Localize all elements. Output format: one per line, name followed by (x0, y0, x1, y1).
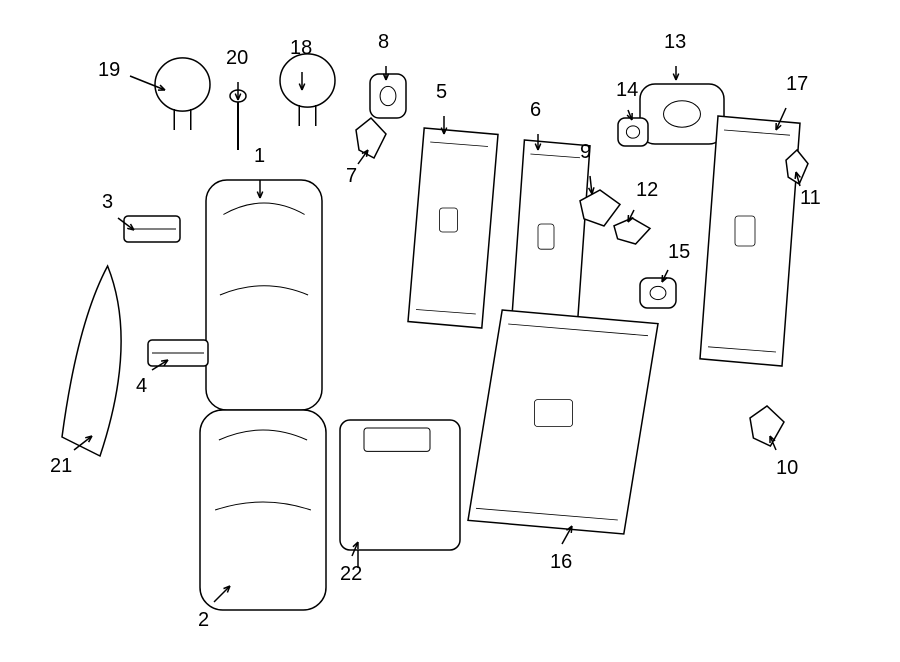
part-bezel-8 (370, 74, 406, 118)
part-seatback-cover-1 (206, 180, 322, 410)
callout-label-6: 6 (530, 99, 541, 121)
part-bolster-21 (62, 266, 121, 456)
callout-label-1: 1 (254, 145, 265, 167)
callout-label-5: 5 (436, 81, 447, 103)
part-cover-13 (640, 84, 724, 144)
callout-label-10: 10 (776, 457, 798, 479)
callout-label-21: 21 (50, 455, 72, 477)
callout-label-7: 7 (346, 165, 357, 187)
callout-label-8: 8 (378, 31, 389, 53)
callout-label-15: 15 (668, 241, 690, 263)
exploded-diagram: 19201887569131412171115134212221610 (0, 0, 900, 662)
part-headrest-outer-19 (155, 58, 210, 130)
callout-label-14: 14 (616, 79, 638, 101)
callout-label-2: 2 (198, 609, 209, 631)
callout-label-4: 4 (136, 375, 147, 397)
callout-label-11: 11 (800, 187, 821, 209)
callout-label-12: 12 (636, 179, 658, 201)
callout-label-22: 22 (340, 563, 362, 585)
part-bezel-14 (618, 118, 648, 146)
part-back-panel-16 (468, 310, 658, 534)
part-back-frame-5 (408, 128, 498, 328)
callout-label-17: 17 (786, 73, 808, 95)
callout-label-19: 19 (98, 59, 120, 81)
callout-label-20: 20 (226, 47, 248, 69)
part-back-panel-17 (700, 116, 800, 366)
part-headrest-inner-18 (280, 54, 335, 126)
diagram-svg: 19201887569131412171115134212221610 (0, 0, 900, 662)
part-bezel-15 (640, 278, 676, 308)
part-seat-cushion-2 (200, 410, 326, 610)
part-clip-10 (750, 406, 784, 446)
callout-label-13: 13 (664, 31, 686, 53)
callout-label-9: 9 (580, 141, 591, 163)
part-bracket-12 (614, 218, 650, 244)
part-trim-4 (148, 340, 208, 366)
part-latch-7 (356, 118, 386, 158)
callout-label-16: 16 (550, 551, 572, 573)
callout-label-18: 18 (290, 37, 312, 59)
callout-label-3: 3 (102, 191, 113, 213)
